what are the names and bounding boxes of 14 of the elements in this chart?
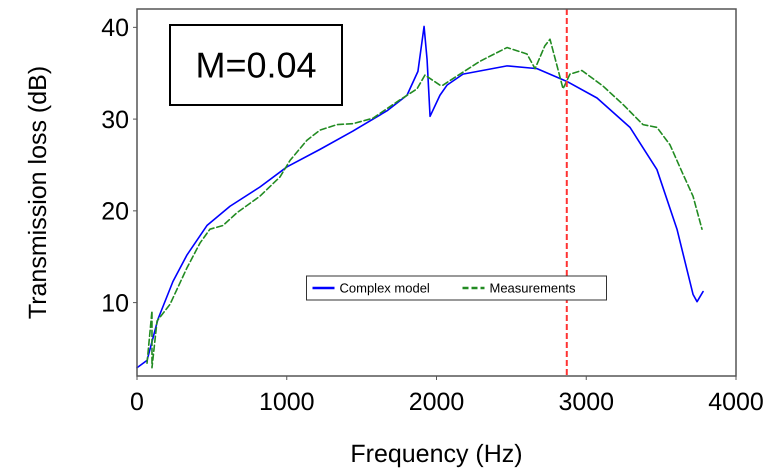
y-tick-label: 20 [101,198,129,226]
x-tick-label: 0 [130,388,144,416]
annotation: M=0.04 [195,44,317,86]
legend-label: Measurements [490,280,576,296]
y-axis-title: Transmission loss (dB) [24,66,52,320]
y-tick-label: 40 [101,14,129,42]
y-tick-label: 10 [101,289,129,318]
y-tick-label: 30 [101,106,129,134]
x-tick-label: 3000 [558,388,614,416]
legend-label: Complex model [340,280,430,296]
x-tick-label: 1000 [258,388,315,416]
x-axis-title: Frequency (Hz) [350,440,523,468]
x-tick-label: 2000 [408,388,464,416]
x-tick-label: 4000 [708,388,764,416]
